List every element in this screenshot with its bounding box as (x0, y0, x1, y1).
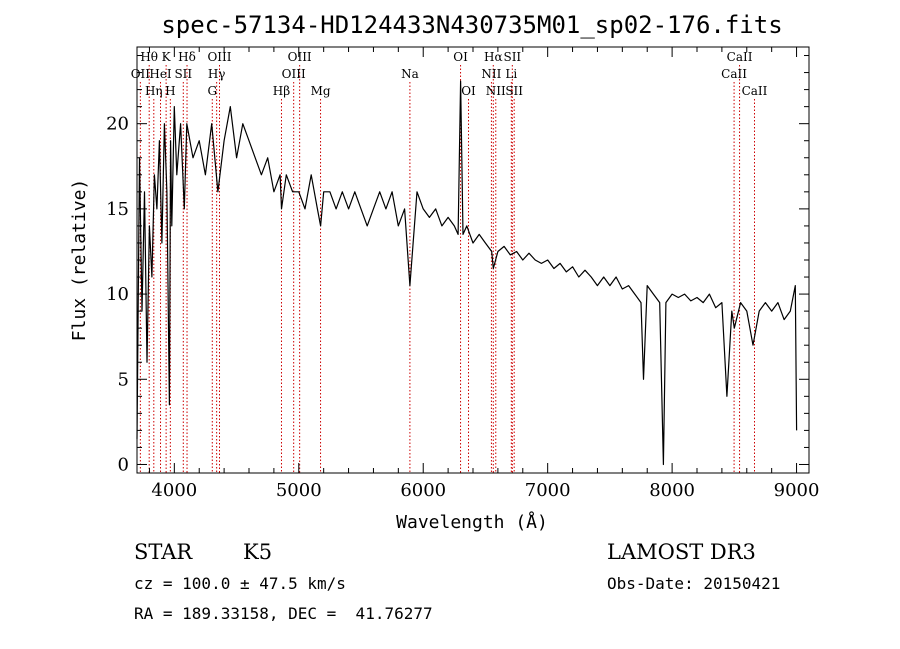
plot-frame (136, 46, 810, 474)
series-flux (136, 80, 798, 466)
spectral-line-label-20: NII (486, 84, 506, 98)
spectral-line-label-8: G (207, 84, 217, 98)
spectral-line-label-11: Hβ (273, 84, 290, 98)
spectral-line-markers (139, 65, 755, 473)
x-tick-label-4000: 4000 (151, 480, 197, 501)
spectral-line-label-10: OIII (207, 50, 231, 64)
spectral-line-label-18: NII (481, 67, 501, 81)
spectral-line-label-21: Li (505, 67, 517, 81)
spectral-line-label-19: Hα (484, 50, 503, 64)
spectral-line-label-15: Na (401, 67, 419, 81)
spectral-line-label-25: CaII (727, 50, 753, 64)
y-tick-label-0: 0 (118, 454, 129, 475)
spectral-line-label-22: SII (503, 50, 521, 64)
x-axis-ticks: 4000 5000 6000 7000 8000 9000 (148, 47, 820, 501)
object-subclass: K5 (243, 540, 273, 564)
spectral-line-label-17: OI (461, 84, 476, 98)
spectrum-chart: spec-57134-HD124433N430735M01_sp02-176.f… (69, 11, 820, 533)
spectral-line-label-4: K (162, 50, 172, 64)
x-tick-label-6000: 6000 (400, 480, 446, 501)
x-tick-label-9000: 9000 (774, 480, 820, 501)
spectral-line-label-14: Mg (311, 84, 331, 98)
y-tick-label-5: 5 (118, 369, 129, 390)
spectral-line-label-9: Hγ (208, 67, 226, 81)
redshift-velocity: cz = 100.0 ± 47.5 km/s (134, 574, 346, 593)
spectral-line-label-5: H (165, 84, 175, 98)
y-axis-label: Flux (relative) (69, 179, 90, 342)
spectral-line-label-24: CaII (721, 67, 747, 81)
y-tick-label-10: 10 (106, 284, 129, 305)
chart-title: spec-57134-HD124433N430735M01_sp02-176.f… (161, 11, 782, 39)
x-tick-label-5000: 5000 (276, 480, 322, 501)
x-axis-label: Wavelength (Å) (396, 511, 548, 533)
y-axis-ticks: 0 5 10 15 20 (106, 55, 809, 475)
y-tick-label-15: 15 (106, 199, 129, 220)
spectral-line-label-6: SII (174, 67, 192, 81)
series-layer (136, 80, 798, 466)
x-tick-label-7000: 7000 (525, 480, 571, 501)
spectral-line-label-26: CaII (742, 84, 768, 98)
spectral-line-label-1: Hθ (140, 50, 158, 64)
object-class: STAR (134, 540, 193, 564)
y-tick-label-20: 20 (106, 114, 129, 135)
spectral-line-label-23: SII (505, 84, 523, 98)
spectral-line-label-3: HeI (149, 67, 172, 81)
spectral-line-label-7: Hδ (178, 50, 196, 64)
spectral-line-label-13: OIII (288, 50, 312, 64)
spectral-line-label-12: OIII (282, 67, 306, 81)
spectral-line-label-0: OII (131, 67, 151, 81)
spectral-line-label-2: Hη (145, 84, 163, 98)
x-tick-label-8000: 8000 (649, 480, 695, 501)
survey-name: LAMOST DR3 (607, 540, 756, 564)
spectral-line-labels: OII Hθ Hη HeI K H SII Hδ G Hγ OIII Hβ OIII OIII Mg Na OI… (131, 50, 768, 98)
spectral-line-label-16: OI (453, 50, 468, 64)
observation-date: Obs-Date: 20150421 (607, 574, 781, 593)
coordinates: RA = 189.33158, DEC = 41.76277 (134, 604, 433, 623)
